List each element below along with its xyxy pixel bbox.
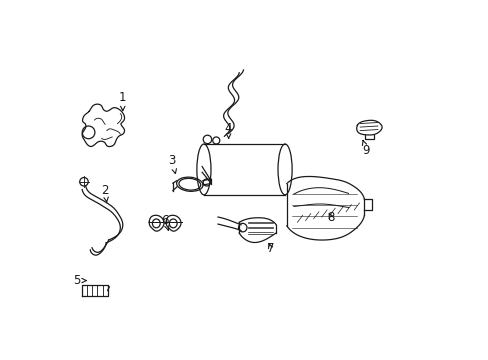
Text: 7: 7 xyxy=(266,242,274,255)
Text: 1: 1 xyxy=(119,91,126,111)
Text: 9: 9 xyxy=(362,140,369,157)
Text: 3: 3 xyxy=(168,154,176,174)
Text: 6: 6 xyxy=(161,214,169,230)
Text: 5: 5 xyxy=(73,274,86,287)
Text: 2: 2 xyxy=(101,184,109,203)
Text: 8: 8 xyxy=(326,211,334,224)
Text: 4: 4 xyxy=(224,122,232,139)
